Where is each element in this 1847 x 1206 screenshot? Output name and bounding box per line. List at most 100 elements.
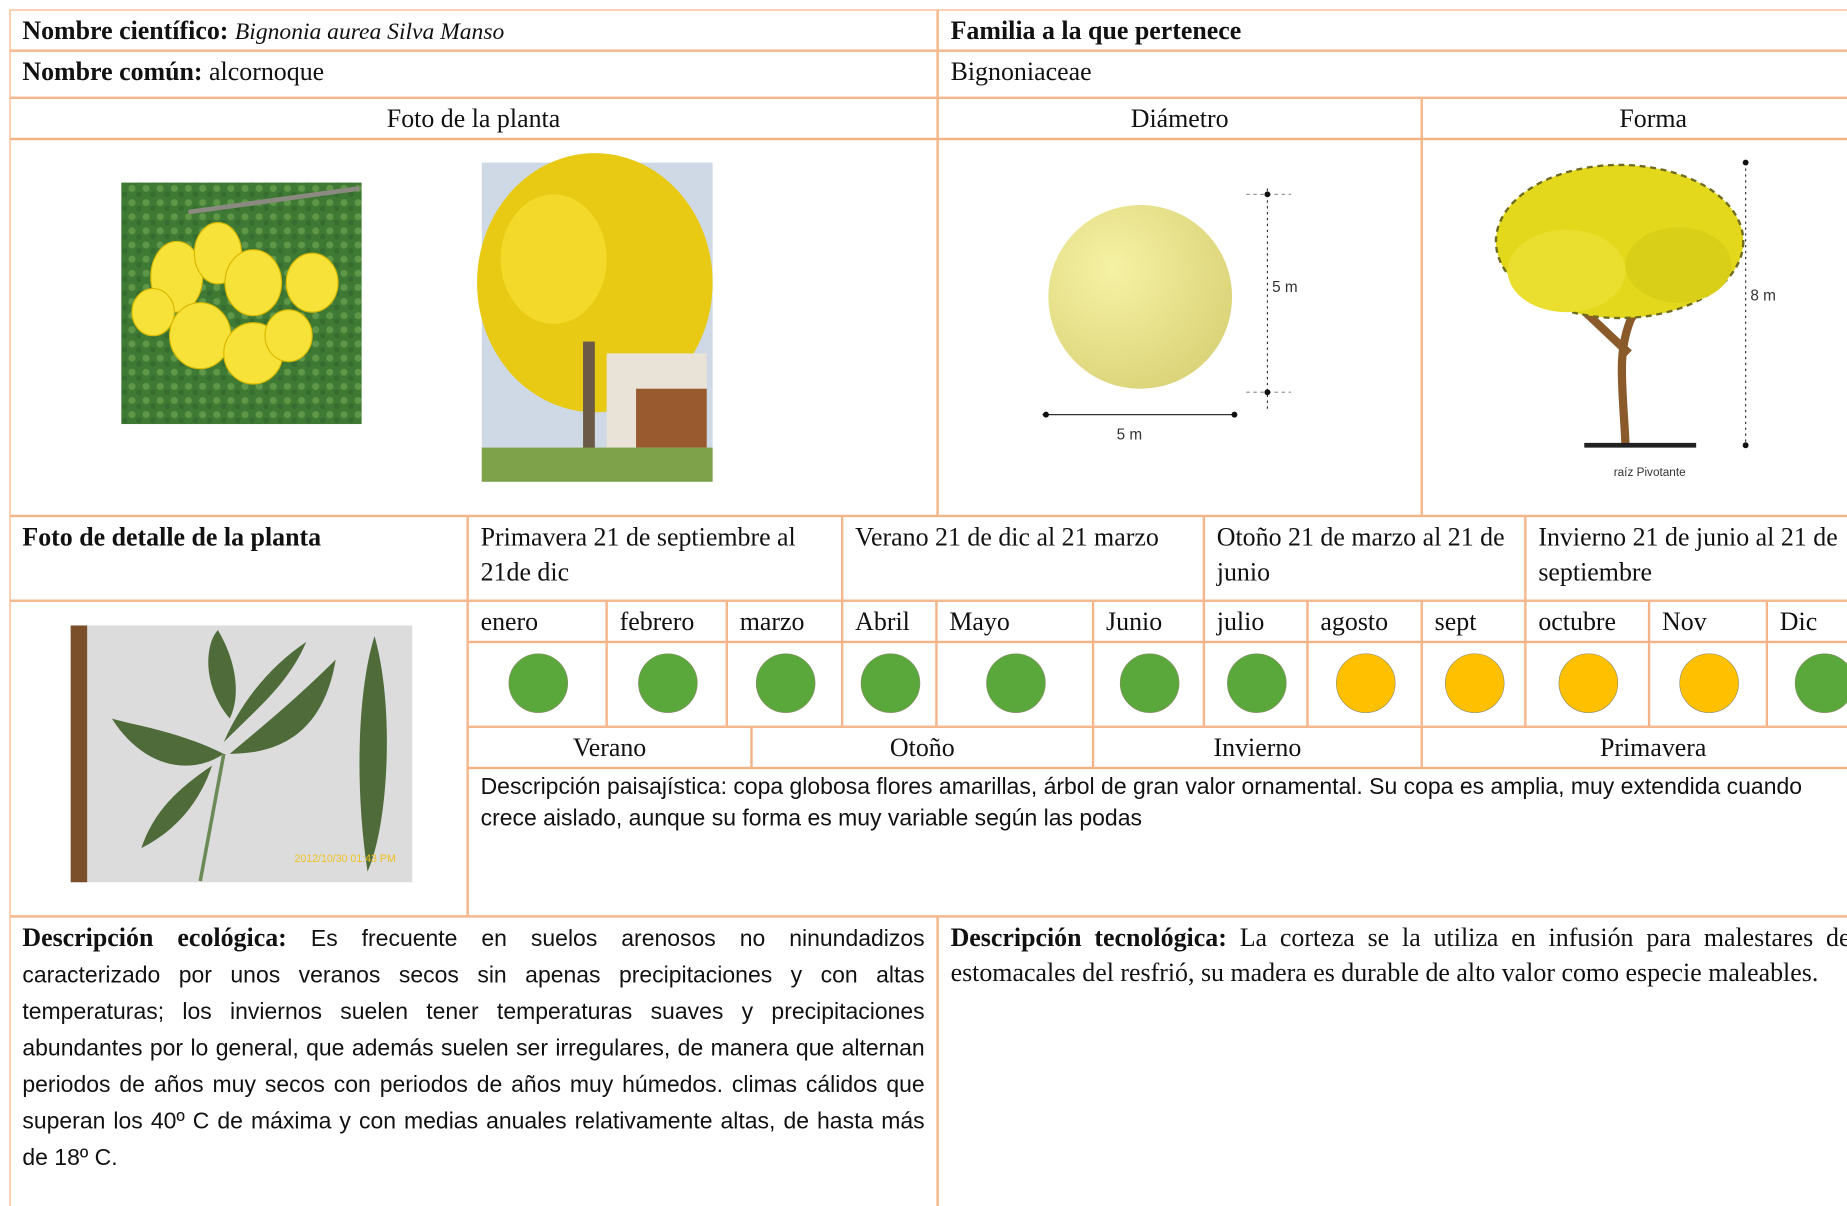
month: Abril: [842, 600, 937, 642]
label: Descripción ecológica:: [22, 922, 287, 952]
header: Foto de detalle de la planta: [22, 521, 322, 552]
month-name: Abril: [855, 606, 910, 637]
month: agosto: [1307, 600, 1422, 642]
season-name: Verano: [572, 732, 647, 763]
month-dot-cell: [1421, 641, 1526, 727]
common-name-cell: Nombre común: alcornoque: [9, 50, 938, 98]
dot: [638, 653, 698, 713]
month-name: Mayo: [949, 606, 1010, 637]
photo-cell: [9, 138, 938, 516]
month-dot: [1336, 653, 1396, 713]
month-name: julio: [1216, 606, 1265, 637]
label: Nombre científico:: [22, 15, 229, 45]
month-dot-cell: [1093, 641, 1204, 727]
flower-photo: [121, 182, 362, 425]
month-dot: [1227, 653, 1287, 713]
month-dot-cell: [936, 641, 1094, 727]
month-dot-cell: [1649, 641, 1767, 727]
shape-diagram: 8 m raíz Pivotante: [1494, 159, 1776, 479]
month-dot-cell: [726, 641, 843, 727]
month-dot: [1444, 653, 1505, 713]
month-dot: [1119, 653, 1180, 713]
dot: [508, 653, 569, 713]
month: octubre: [1525, 600, 1650, 642]
month-dot: [638, 653, 698, 713]
month-dot: [1558, 653, 1619, 713]
label: Descripción tecnológica:: [950, 922, 1227, 952]
dot: [1794, 653, 1847, 713]
month-dot-cell: [1203, 641, 1308, 727]
dot: [1444, 653, 1505, 713]
dot: [1558, 653, 1619, 713]
month-name: Junio: [1106, 606, 1163, 637]
month-dot-cell: [1307, 641, 1422, 727]
month: enero: [467, 600, 607, 642]
month-dot-cell: [842, 641, 937, 727]
diameter-width-label: 5 m: [1117, 426, 1143, 443]
label: Familia a la que pertenece: [950, 15, 1242, 45]
month: sept: [1421, 600, 1526, 642]
leaf-photo: 2012/10/30 01:43 PM: [70, 625, 413, 883]
season-range-text: Verano 21 de dic al 21 marzo: [855, 521, 1159, 552]
shape-header: Forma: [1421, 97, 1847, 139]
season: Otoño: [751, 726, 1094, 768]
month-name: sept: [1434, 606, 1477, 637]
month-dot: [986, 653, 1046, 713]
ecological-cell: Descripción ecológica: Es frecuente en s…: [9, 916, 938, 1206]
text: Es frecuente en suelos arenosos no ninun…: [22, 925, 925, 1171]
month-dot-cell: [467, 641, 607, 727]
dot: [1679, 653, 1739, 713]
value: Bignoniaceae: [950, 56, 1092, 86]
shape-height-label: 8 m: [1750, 287, 1776, 304]
diameter-cell: [937, 138, 1422, 516]
diameter-height-label: 5 m: [1272, 279, 1298, 296]
dot: [1227, 653, 1287, 713]
month-dot: [508, 653, 569, 713]
month: Mayo: [936, 600, 1094, 642]
month-dot: [755, 653, 816, 713]
shape-cell: [1421, 138, 1847, 516]
value: alcornoque: [209, 56, 325, 86]
month-name: enero: [480, 606, 539, 637]
root-label: raíz Pivotante: [1614, 466, 1686, 479]
landscape-cell: Descripción paisajística: copa globosa f…: [467, 767, 1847, 917]
season-name: Invierno: [1213, 732, 1302, 763]
month-name: Dic: [1779, 606, 1818, 637]
month: julio: [1203, 600, 1308, 642]
season: Verano: [467, 726, 752, 768]
month-name: agosto: [1320, 606, 1389, 637]
season-name: Primavera: [1599, 732, 1707, 763]
season-range: Verano 21 de dic al 21 marzo: [842, 515, 1204, 601]
dot: [860, 653, 921, 713]
detail-photo-cell: [9, 600, 468, 917]
photo-stamp: 2012/10/30 01:43 PM: [294, 853, 395, 865]
tree-photo: [477, 153, 713, 482]
family-header-cell: Familia a la que pertenece: [937, 9, 1847, 51]
scientific-name-cell: Nombre científico: Bignonia aurea Silva …: [9, 9, 938, 51]
dot: [986, 653, 1046, 713]
header: Forma: [1619, 103, 1688, 134]
season-range: Otoño 21 de marzo al 21 de junio: [1203, 515, 1526, 601]
season: Primavera: [1421, 726, 1847, 768]
value: Bignonia aurea Silva Manso: [234, 18, 505, 45]
month-name: octubre: [1538, 606, 1617, 637]
month: Junio: [1093, 600, 1204, 642]
dot: [755, 653, 816, 713]
month-dot-cell: [1766, 641, 1847, 727]
month: Dic: [1766, 600, 1847, 642]
photo-header: Foto de la planta: [9, 97, 938, 139]
dot: [1119, 653, 1180, 713]
month: Nov: [1649, 600, 1767, 642]
detail-header: Foto de detalle de la planta: [9, 515, 468, 601]
family-cell: Bignoniaceae: [937, 50, 1847, 98]
text: La corteza se la utiliza en infusión par…: [950, 922, 1847, 988]
month-name: febrero: [619, 606, 695, 637]
season-range-text: Primavera 21 de septiembre al 21de dic: [480, 521, 796, 587]
header: Diámetro: [1130, 103, 1229, 134]
month: marzo: [726, 600, 843, 642]
label: Nombre común:: [22, 56, 203, 86]
month-dot: [1679, 653, 1739, 713]
